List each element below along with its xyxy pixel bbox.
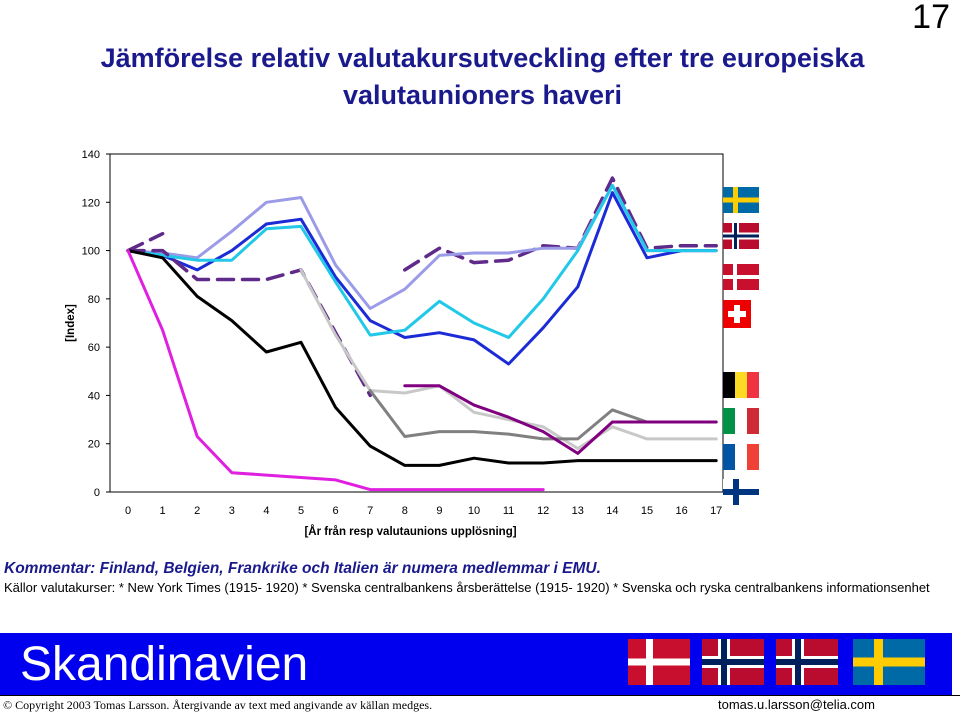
series-line-black	[126, 249, 718, 467]
series-line-sweden-dashed-lower	[126, 248, 372, 398]
france-flag	[723, 444, 759, 470]
x-tick-label: 12	[537, 505, 549, 517]
series-line-italy	[403, 384, 718, 455]
x-tick-label: 8	[402, 505, 408, 517]
y-tick-label: 60	[88, 342, 100, 354]
italy-flag	[723, 408, 759, 434]
denmark-flag	[628, 639, 690, 685]
x-tick-label: 15	[641, 505, 653, 517]
finland-flag	[723, 479, 759, 505]
norway-flag	[702, 639, 764, 685]
email-link[interactable]: tomas.u.larsson@telia.com	[718, 697, 875, 712]
x-tick-label: 17	[710, 505, 722, 517]
y-tick-label: 0	[94, 487, 100, 499]
copyright-text: © Copyright 2003 Tomas Larsson. Återgiva…	[3, 698, 433, 712]
page-title: Jämförelse relativ valutakursutveckling …	[0, 40, 960, 114]
y-axis-label: [Index]	[65, 304, 77, 342]
footer: © Copyright 2003 Tomas Larsson. Återgiva…	[0, 695, 960, 714]
norway-flag	[723, 223, 759, 249]
series-line-switzerland	[126, 183, 718, 339]
x-tick-label: 3	[229, 505, 235, 517]
y-tick-label: 80	[88, 294, 100, 306]
x-tick-label: 13	[572, 505, 584, 517]
switzerland-flag	[723, 300, 751, 328]
x-tick-label: 4	[263, 505, 269, 517]
x-tick-label: 0	[125, 505, 131, 517]
x-tick-label: 7	[367, 505, 373, 517]
x-tick-label: 9	[436, 505, 442, 517]
sweden-flag	[853, 639, 925, 685]
series-line-magenta	[126, 249, 545, 492]
y-tick-label: 140	[82, 149, 100, 161]
denmark-flag	[723, 264, 759, 290]
scandinavia-banner: Skandinavien	[0, 633, 952, 695]
norway-flag	[776, 639, 838, 685]
y-tick-label: 100	[82, 246, 100, 258]
slide-number: 17	[912, 0, 950, 36]
series-line-denmark	[126, 191, 718, 366]
x-tick-label: 14	[606, 505, 618, 517]
x-tick-label: 6	[333, 505, 339, 517]
belgium-flag	[723, 372, 759, 398]
x-tick-label: 10	[468, 505, 480, 517]
y-tick-label: 40	[88, 390, 100, 402]
sources-text: Källor valutakurser: * New York Times (1…	[4, 580, 930, 595]
x-tick-label: 11	[503, 505, 514, 517]
x-tick-label: 5	[298, 505, 304, 517]
x-tick-label: 1	[160, 505, 166, 517]
x-tick-label: 16	[675, 505, 687, 517]
title-line-1: Jämförelse relativ valutakursutveckling …	[100, 43, 865, 73]
x-tick-label: 2	[194, 505, 200, 517]
comment-text: Kommentar: Finland, Belgien, Frankrike o…	[4, 560, 601, 577]
y-tick-label: 120	[82, 197, 100, 209]
banner-title: Skandinavien	[20, 638, 309, 691]
x-axis-label: [År från resp valutaunions upplösning]	[304, 525, 516, 538]
sweden-flag	[723, 187, 759, 213]
title-line-2: valutaunioners haveri	[342, 80, 623, 110]
series-line-norway	[126, 183, 718, 310]
y-tick-label: 20	[88, 439, 100, 451]
